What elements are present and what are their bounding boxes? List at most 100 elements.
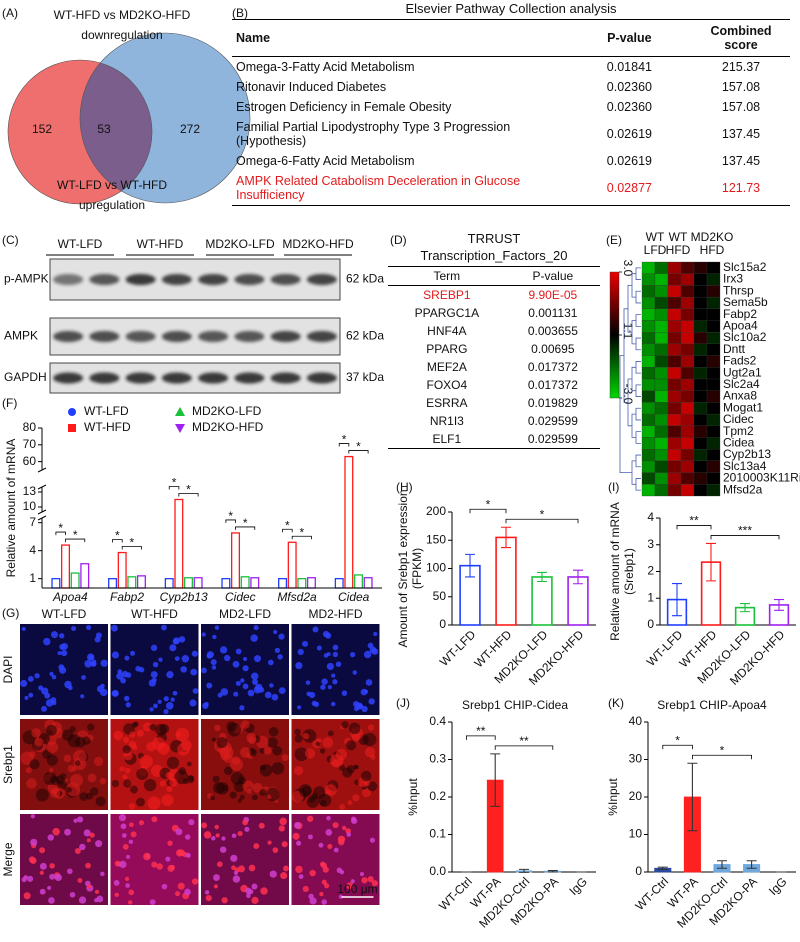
- blot-band: [161, 274, 192, 285]
- heatmap-cell: [667, 285, 682, 298]
- table-cell: 0.003655: [527, 324, 578, 338]
- x-tick-label: WT-Ctrl: [436, 874, 475, 913]
- micrograph-texture: [75, 760, 81, 766]
- micrograph-texture: [31, 728, 41, 738]
- micrograph-texture: [51, 674, 57, 680]
- micrograph-texture: [210, 835, 216, 841]
- heatmap-cell: [706, 472, 721, 485]
- x-tick-label: WT-Ctrl: [633, 874, 672, 913]
- bar: [108, 578, 118, 589]
- heatmap-cell: [680, 367, 695, 380]
- blot-band: [161, 331, 192, 342]
- heatmap-cell: [693, 460, 708, 473]
- group-label: HFD: [700, 243, 725, 257]
- micrograph-texture: [153, 703, 158, 709]
- micrograph-texture: [271, 762, 285, 775]
- micrograph-texture: [351, 733, 361, 742]
- panel-label: (A): [2, 6, 18, 20]
- micrograph-texture: [138, 667, 145, 673]
- significance-label: *: [228, 509, 233, 523]
- dendrogram: [635, 407, 641, 421]
- micrograph-texture: [156, 863, 163, 870]
- significance-label: *: [486, 497, 491, 511]
- significance-bracket: [121, 546, 142, 550]
- micrograph-texture: [235, 680, 241, 686]
- micrograph-texture: [278, 687, 286, 695]
- heatmap-cell: [680, 320, 695, 333]
- micrograph-texture: [230, 854, 238, 862]
- heatmap-cell: [693, 285, 708, 298]
- bar: [183, 577, 193, 589]
- micrograph-texture: [305, 680, 311, 685]
- table-cell: 0.001131: [528, 306, 578, 320]
- micrograph-texture: [87, 723, 95, 731]
- micrograph-texture: [214, 625, 220, 630]
- micrograph-texture: [66, 782, 81, 797]
- micrograph-texture: [130, 831, 137, 838]
- header-cell: Name: [232, 19, 567, 57]
- table-cell: 0.02360: [606, 100, 652, 114]
- micrograph-texture: [369, 837, 376, 843]
- micrograph-texture: [214, 824, 219, 830]
- significance-bracket: [282, 528, 293, 533]
- micrograph-texture: [223, 753, 233, 764]
- header-row: Name P-value Combined score: [232, 19, 790, 57]
- heatmap-cell: [706, 390, 721, 403]
- micrograph-texture: [86, 792, 93, 800]
- panel-label: (F): [2, 396, 17, 410]
- significance-label: **: [689, 514, 699, 528]
- micrograph-texture: [139, 755, 153, 769]
- micrograph-texture: [247, 689, 255, 697]
- bar: [353, 574, 363, 589]
- y-tick-label: 2: [647, 564, 654, 578]
- significance-bracket: [338, 443, 350, 447]
- micrograph-texture: [351, 817, 358, 825]
- heatmap-cell: [706, 296, 721, 309]
- y-axis-title: (Srebp1): [622, 548, 636, 595]
- heatmap-cell: [706, 308, 721, 321]
- micrograph-texture: [50, 775, 60, 786]
- heatmap-cell: [654, 449, 669, 462]
- blot-size-label: 62 kDa: [346, 272, 384, 286]
- image-row-label: DAPI: [1, 655, 15, 683]
- micrograph-texture: [192, 688, 199, 694]
- legend-marker: [175, 424, 185, 433]
- micrograph-texture: [250, 634, 258, 642]
- panel-label: (B): [232, 6, 248, 20]
- micrograph-texture: [112, 689, 119, 697]
- micrograph-texture: [85, 862, 91, 869]
- micrograph-texture: [273, 629, 278, 635]
- micrograph-texture: [302, 729, 317, 743]
- micrograph-texture: [239, 705, 245, 711]
- group-label: MD2KO: [691, 230, 734, 244]
- micrograph-texture: [301, 785, 312, 796]
- micrograph-texture: [59, 633, 65, 639]
- micrograph-texture: [352, 701, 360, 708]
- micrograph-texture: [332, 679, 338, 685]
- image-column-label: MD2-LFD: [219, 607, 271, 621]
- micrograph-texture: [167, 840, 173, 846]
- image-row-label: Srebp1: [1, 745, 15, 784]
- micrograph-texture: [27, 875, 34, 882]
- heatmap-cell: [693, 484, 708, 497]
- error-bar: [573, 569, 583, 585]
- heatmap-cell: [641, 367, 656, 380]
- micrograph-texture: [326, 815, 331, 821]
- micrograph-texture: [373, 631, 378, 637]
- y-tick-label: 0: [635, 864, 642, 878]
- micrograph-texture: [180, 666, 187, 673]
- gene-label: Anxa8: [723, 389, 757, 403]
- micrograph-texture: [251, 896, 259, 904]
- micrograph-texture: [149, 724, 157, 731]
- micrograph-texture: [206, 682, 213, 689]
- micrograph-texture: [269, 683, 274, 688]
- heatmap-cell: [693, 367, 708, 380]
- table-cell: 0.02619: [606, 154, 652, 168]
- heatmap-cell: [693, 320, 708, 333]
- y-tick-label: 4: [647, 510, 654, 524]
- micrograph-texture: [150, 671, 158, 679]
- micrograph-texture: [119, 766, 125, 772]
- micrograph-texture: [260, 887, 268, 895]
- micrograph-texture: [309, 897, 317, 905]
- bar: [174, 498, 184, 589]
